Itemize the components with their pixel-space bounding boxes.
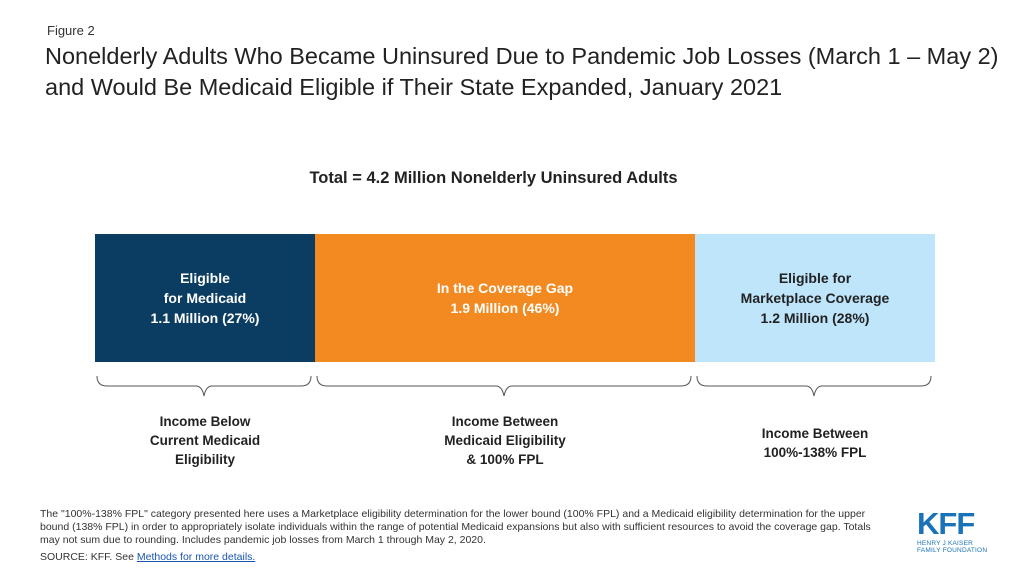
kff-logo: KFF HENRY J KAISER FAMILY FOUNDATION — [917, 506, 991, 555]
segment-label-line: for Medicaid — [163, 290, 247, 306]
segment-label-line: Eligible for — [778, 270, 852, 286]
segment-label-line: 1.2 Million (28%) — [760, 310, 870, 326]
chart-subtitle: Total = 4.2 Million Nonelderly Uninsured… — [309, 169, 678, 187]
bar-segment-3: Eligible for Marketplace Coverage 1.2 Mill… — [695, 234, 935, 362]
segment-label-line: In the Coverage Gap — [436, 280, 574, 296]
bar-segment-1: Eligible for Medicaid 1.1 Million (27%) — [95, 234, 315, 362]
stacked-bar: Eligible for Medicaid 1.1 Million (27%) In … — [95, 234, 935, 362]
under-label-line: & 100% FPL — [466, 452, 544, 467]
methods-link[interactable]: Methods for more details. — [136, 551, 256, 563]
bar-segment-2: In the Coverage Gap 1.9 Million (46%) — [315, 234, 695, 362]
segment-label-line: Eligible — [180, 270, 230, 286]
under-label-3: Income Between 100%-138% FPL — [695, 424, 935, 462]
logo-line-2: FAMILY FOUNDATION — [917, 547, 988, 554]
under-label-line: 100%-138% FPL — [763, 445, 867, 460]
brace-3 — [696, 375, 932, 397]
under-label-line: Income Between — [761, 426, 869, 441]
under-label-line: Eligibility — [174, 452, 235, 467]
logo-line-1: HENRY J KAISER — [917, 540, 974, 547]
brace-2 — [316, 375, 692, 397]
source-prefix: SOURCE: KFF. See — [40, 551, 137, 563]
figure-label: Figure 2 — [47, 23, 95, 38]
chart-title: Nonelderly Adults Who Became Uninsured D… — [45, 43, 999, 100]
under-label-line: Medicaid Eligibility — [444, 433, 566, 448]
segment-label-line: Marketplace Coverage — [740, 290, 890, 306]
segment-label-line: 1.9 Million (46%) — [450, 300, 560, 316]
logo-subtext: HENRY J KAISER FAMILY FOUNDATION — [917, 540, 991, 554]
under-label-2: Income Between Medicaid Eligibility & 100%… — [315, 412, 695, 469]
brace-1 — [96, 375, 312, 397]
brace-group — [96, 375, 932, 397]
under-label-line: Current Medicaid — [149, 433, 261, 448]
source-note: SOURCE: KFF. See Methods for more detail… — [40, 551, 255, 563]
segment-label-line: 1.1 Million (27%) — [150, 310, 260, 326]
under-label-1: Income Below Current Medicaid Eligibility — [95, 412, 315, 469]
footnote: The "100%-138% FPL" category presented h… — [40, 508, 871, 546]
under-label-line: Income Below — [159, 414, 251, 429]
under-label-line: Income Between — [451, 414, 559, 429]
logo-text: KFF — [917, 506, 975, 541]
